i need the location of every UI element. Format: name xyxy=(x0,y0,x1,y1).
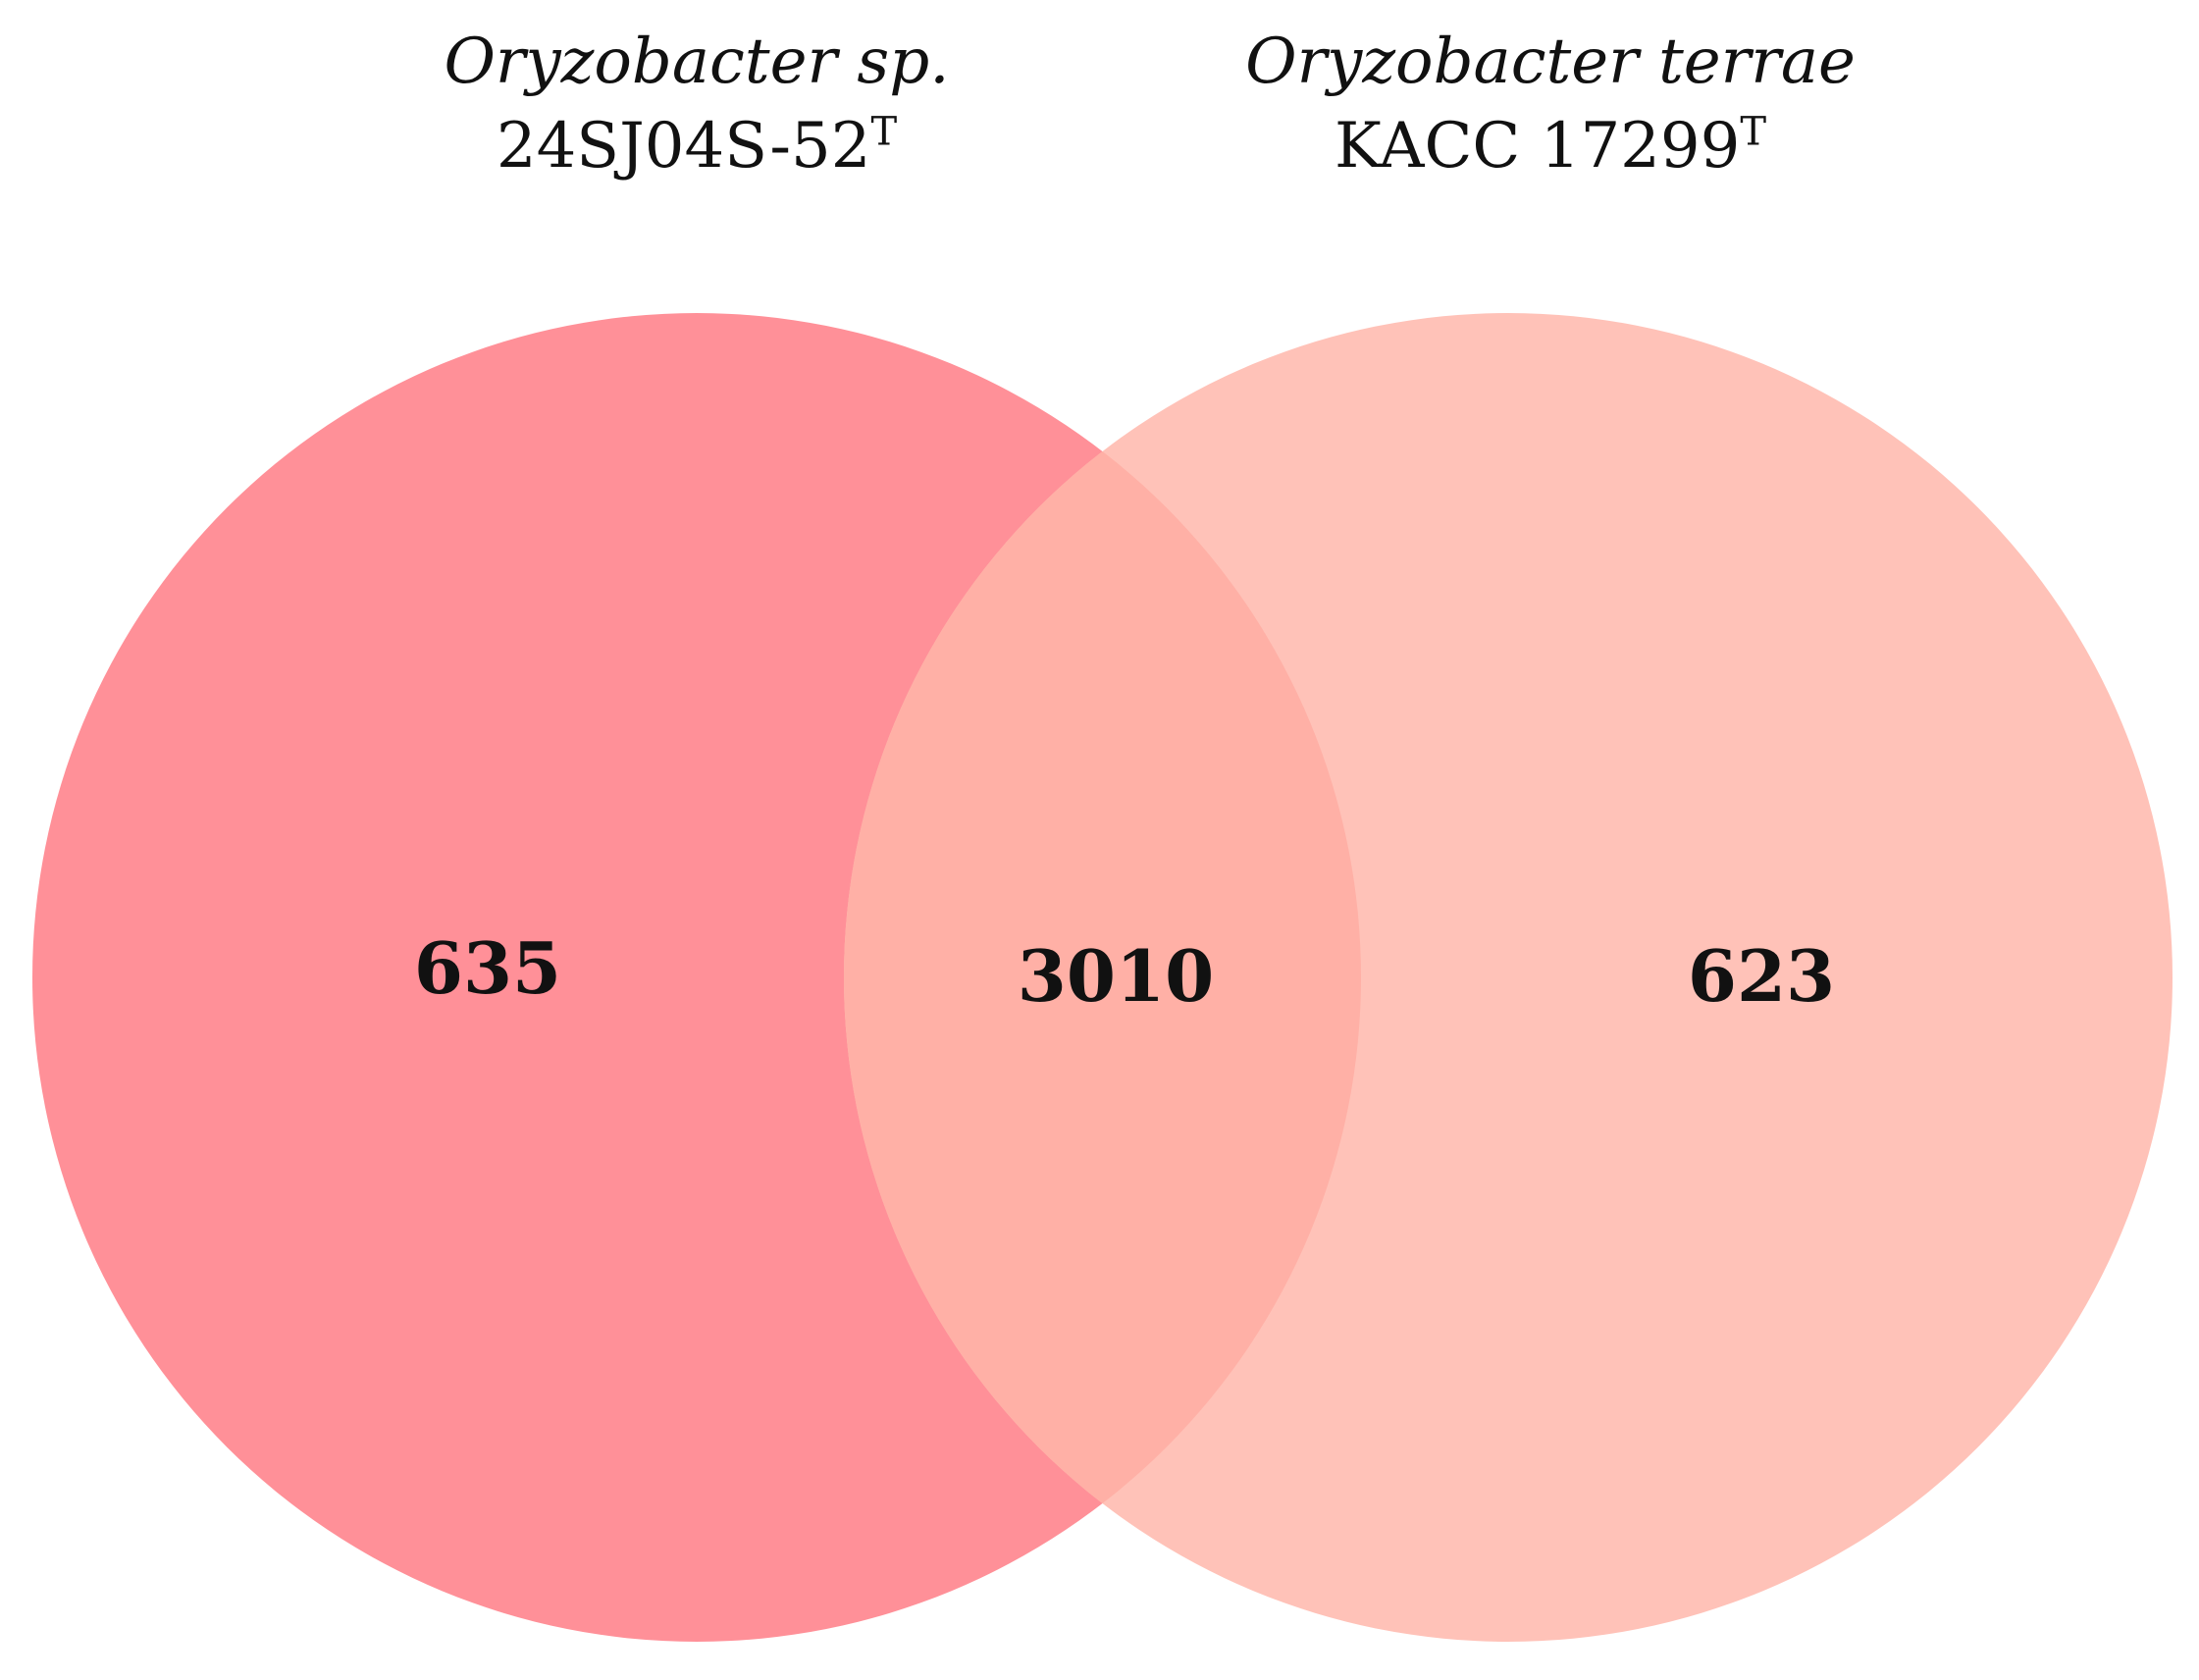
set-b-strain: KACC 17299T xyxy=(1158,104,1943,188)
set-b-label: Oryzobacter terrae KACC 17299T xyxy=(1158,20,1943,189)
set-a-label: Oryzobacter sp. 24SJ04S-52T xyxy=(353,20,1040,189)
count-shared: 3010 xyxy=(1018,934,1214,1018)
count-only-b: 623 xyxy=(1688,934,1835,1018)
set-a-strain-id: 24SJ04S-52 xyxy=(496,110,871,184)
set-b-species: Oryzobacter terrae xyxy=(1245,26,1856,98)
set-a-strain: 24SJ04S-52T xyxy=(353,104,1040,188)
set-a-type-strain-mark: T xyxy=(870,110,898,156)
set-b-strain-id: KACC 17299 xyxy=(1335,110,1741,184)
overlap-region xyxy=(844,313,1361,1642)
set-a-species: Oryzobacter sp. xyxy=(444,26,950,98)
count-only-a: 635 xyxy=(414,926,561,1010)
set-b-type-strain-mark: T xyxy=(1740,110,1766,156)
